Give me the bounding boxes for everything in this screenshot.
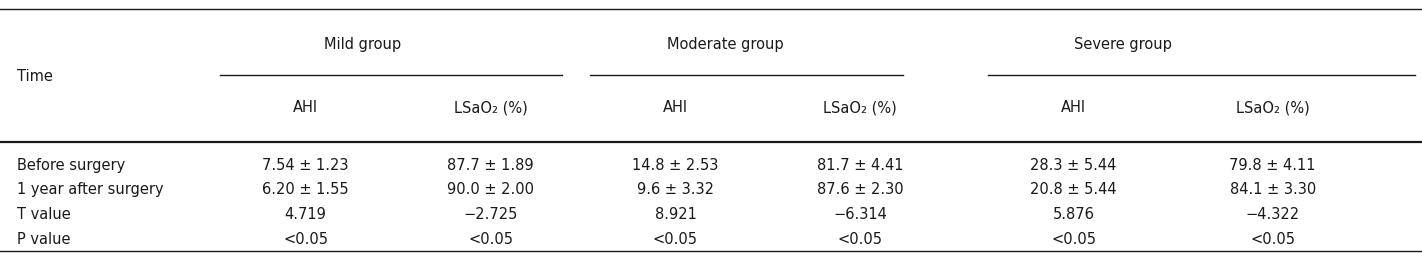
- Text: <0.05: <0.05: [283, 232, 328, 247]
- Text: 4.719: 4.719: [284, 207, 327, 222]
- Text: 84.1 ± 3.30: 84.1 ± 3.30: [1230, 182, 1315, 197]
- Text: Time: Time: [17, 69, 53, 84]
- Text: LSaO₂ (%): LSaO₂ (%): [1236, 100, 1310, 115]
- Text: 20.8 ± 5.44: 20.8 ± 5.44: [1031, 182, 1116, 197]
- Text: 6.20 ± 1.55: 6.20 ± 1.55: [263, 182, 348, 197]
- Text: 9.6 ± 3.32: 9.6 ± 3.32: [637, 182, 714, 197]
- Text: <0.05: <0.05: [838, 232, 883, 247]
- Text: 7.54 ± 1.23: 7.54 ± 1.23: [263, 158, 348, 173]
- Text: Before surgery: Before surgery: [17, 158, 125, 173]
- Text: −2.725: −2.725: [464, 207, 518, 222]
- Text: 5.876: 5.876: [1052, 207, 1095, 222]
- Text: <0.05: <0.05: [1250, 232, 1295, 247]
- Text: 1 year after surgery: 1 year after surgery: [17, 182, 164, 197]
- Text: AHI: AHI: [1061, 100, 1086, 115]
- Text: T value: T value: [17, 207, 71, 222]
- Text: 90.0 ± 2.00: 90.0 ± 2.00: [447, 182, 535, 197]
- Text: 28.3 ± 5.44: 28.3 ± 5.44: [1031, 158, 1116, 173]
- Text: <0.05: <0.05: [653, 232, 698, 247]
- Text: 8.921: 8.921: [654, 207, 697, 222]
- Text: −4.322: −4.322: [1246, 207, 1300, 222]
- Text: 87.7 ± 1.89: 87.7 ± 1.89: [448, 158, 533, 173]
- Text: Moderate group: Moderate group: [667, 37, 784, 53]
- Text: 87.6 ± 2.30: 87.6 ± 2.30: [818, 182, 903, 197]
- Text: 81.7 ± 4.41: 81.7 ± 4.41: [818, 158, 903, 173]
- Text: −6.314: −6.314: [833, 207, 887, 222]
- Text: AHI: AHI: [293, 100, 319, 115]
- Text: AHI: AHI: [663, 100, 688, 115]
- Text: LSaO₂ (%): LSaO₂ (%): [823, 100, 897, 115]
- Text: 79.8 ± 4.11: 79.8 ± 4.11: [1230, 158, 1315, 173]
- Text: LSaO₂ (%): LSaO₂ (%): [454, 100, 528, 115]
- Text: 14.8 ± 2.53: 14.8 ± 2.53: [633, 158, 718, 173]
- Text: P value: P value: [17, 232, 71, 247]
- Text: <0.05: <0.05: [468, 232, 513, 247]
- Text: <0.05: <0.05: [1051, 232, 1096, 247]
- Text: Severe group: Severe group: [1075, 37, 1172, 53]
- Text: Mild group: Mild group: [324, 37, 401, 53]
